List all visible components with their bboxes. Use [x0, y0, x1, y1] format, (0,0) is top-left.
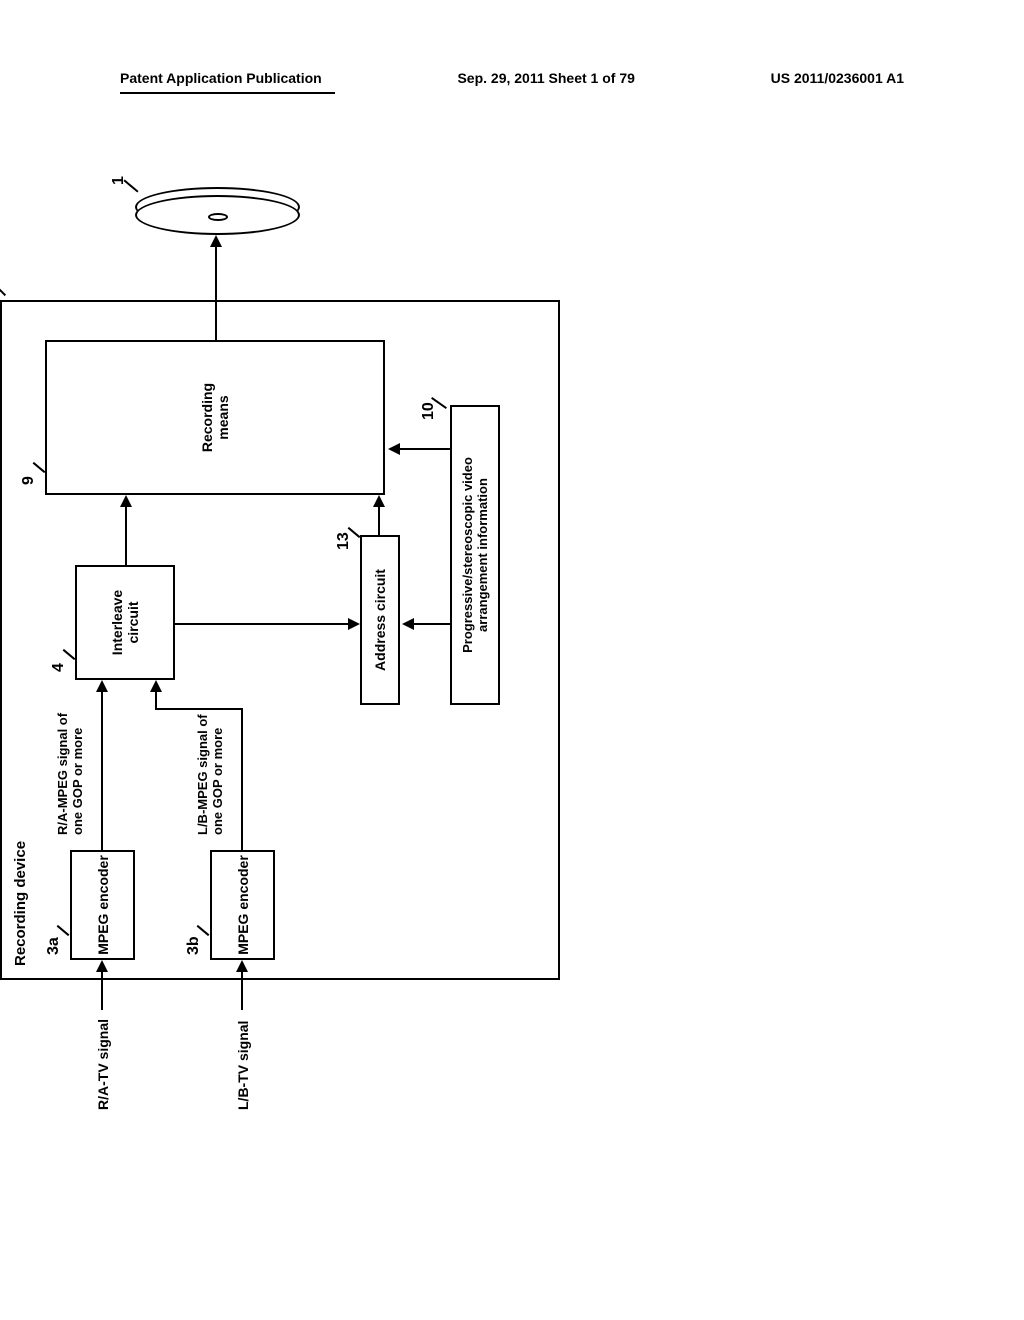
- recording-means: Recording means: [45, 340, 385, 495]
- arrow-ea-out-head: [96, 680, 108, 692]
- signal-lb-mpeg: L/B-MPEG signal of one GOP or more: [195, 714, 225, 835]
- signal-lb-tv: L/B-TV signal: [235, 1021, 251, 1110]
- arrangement-label: Progressive/stereoscopic video arrangeme…: [460, 457, 490, 653]
- arrow-arr-addr: [412, 623, 450, 625]
- figure-container: Fig. 1 R/A-TV signal L/B-TV signal Recor…: [0, 270, 1024, 1080]
- arrow-ea-out: [101, 690, 103, 850]
- arrow-int-rec-head: [120, 495, 132, 507]
- header-center: Sep. 29, 2011 Sheet 1 of 79: [457, 70, 634, 86]
- arrow-arr-addr-head: [402, 618, 414, 630]
- arrow-eb-out-head: [150, 680, 162, 692]
- arrow-int-addr-head: [348, 618, 360, 630]
- signal-ra-tv: R/A-TV signal: [95, 1019, 111, 1110]
- header-left: Patent Application Publication: [120, 70, 322, 86]
- arrow-arr-rec-head: [388, 443, 400, 455]
- arrow-addr-rec-head: [373, 495, 385, 507]
- ref-interleave: 4: [50, 663, 68, 672]
- encoder-a-label: MPEG encoder: [95, 855, 111, 955]
- arrow-eb-out2: [155, 708, 243, 710]
- encoder-b-label: MPEG encoder: [235, 855, 251, 955]
- ref-encoder-b: 3b: [185, 936, 203, 955]
- device-label: Recording device: [12, 841, 29, 966]
- address-circuit: Address circuit: [360, 535, 400, 705]
- page-header: Patent Application Publication Sep. 29, …: [0, 70, 1024, 86]
- ref-device-line: [0, 282, 6, 296]
- signal-ra-mpeg: R/A-MPEG signal of one GOP or more: [55, 713, 85, 835]
- arrow-rec-disc-head: [210, 235, 222, 247]
- ref-disc-line: [123, 179, 138, 192]
- mpeg-encoder-a: MPEG encoder: [70, 850, 135, 960]
- header-right: US 2011/0236001 A1: [771, 70, 904, 86]
- recording-label: Recording means: [199, 383, 231, 452]
- ref-address: 13: [335, 532, 353, 550]
- arrow-addr-rec: [378, 505, 380, 535]
- arrow-rec-disc: [215, 245, 217, 340]
- ref-encoder-a: 3a: [45, 937, 63, 955]
- arrow-eb-out1: [241, 710, 243, 850]
- mpeg-encoder-b: MPEG encoder: [210, 850, 275, 960]
- header-underline: [120, 92, 335, 94]
- arrow-eb-out3: [155, 690, 157, 710]
- arrow-arr-rec: [398, 448, 450, 450]
- ref-arrangement: 10: [420, 402, 438, 420]
- ref-recording: 9: [20, 476, 38, 485]
- interleave-label: Interleave circuit: [109, 590, 141, 655]
- address-label: Address circuit: [372, 569, 388, 671]
- arrow-int-addr: [175, 623, 350, 625]
- arrangement-info: Progressive/stereoscopic video arrangeme…: [450, 405, 500, 705]
- interleave-circuit: Interleave circuit: [75, 565, 175, 680]
- arrow-int-rec: [125, 505, 127, 565]
